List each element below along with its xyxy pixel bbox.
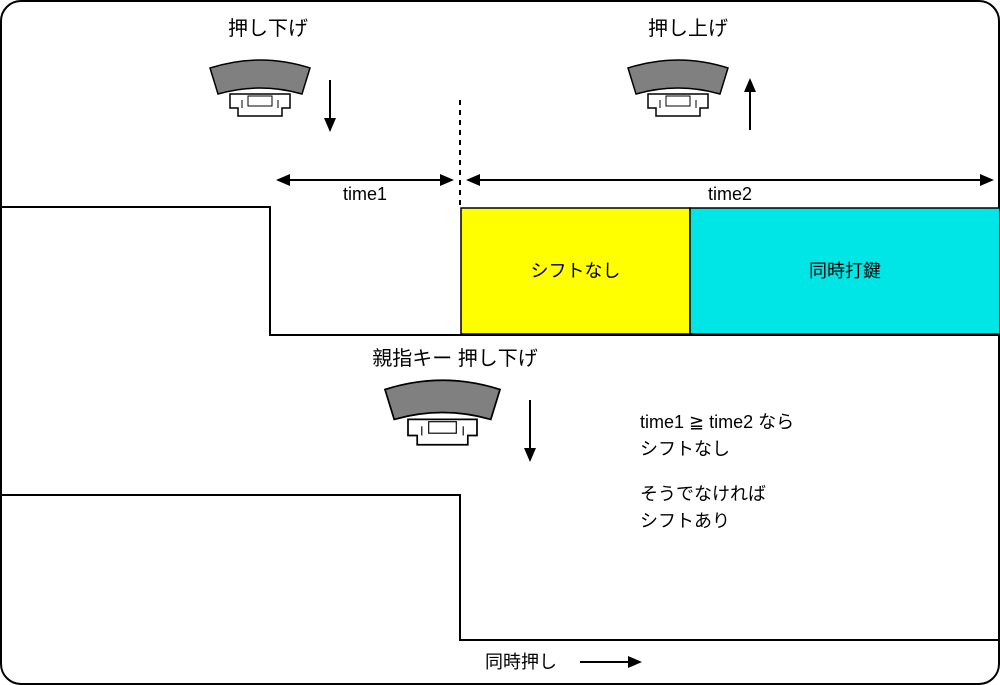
time2-label: time2 [708, 184, 752, 204]
simultaneous-stroke-label: 同時打鍵 [809, 261, 881, 281]
rule-line-2: シフトなし [640, 439, 730, 459]
rule-line-3: そうでなければ [640, 484, 766, 504]
time1-label: time1 [343, 184, 387, 204]
press-down-label: 押し下げ [228, 17, 308, 40]
frame [1, 1, 999, 684]
simultaneous-press-label: 同時押し [485, 652, 557, 672]
rule-line-4: シフトあり [640, 511, 730, 531]
thumb-key-label: 親指キー 押し下げ [372, 347, 538, 370]
rule-line-1: time1 ≧ time2 なら [640, 412, 794, 432]
press-up-label: 押し上げ [648, 17, 728, 40]
no-shift-label: シフトなし [531, 261, 621, 281]
